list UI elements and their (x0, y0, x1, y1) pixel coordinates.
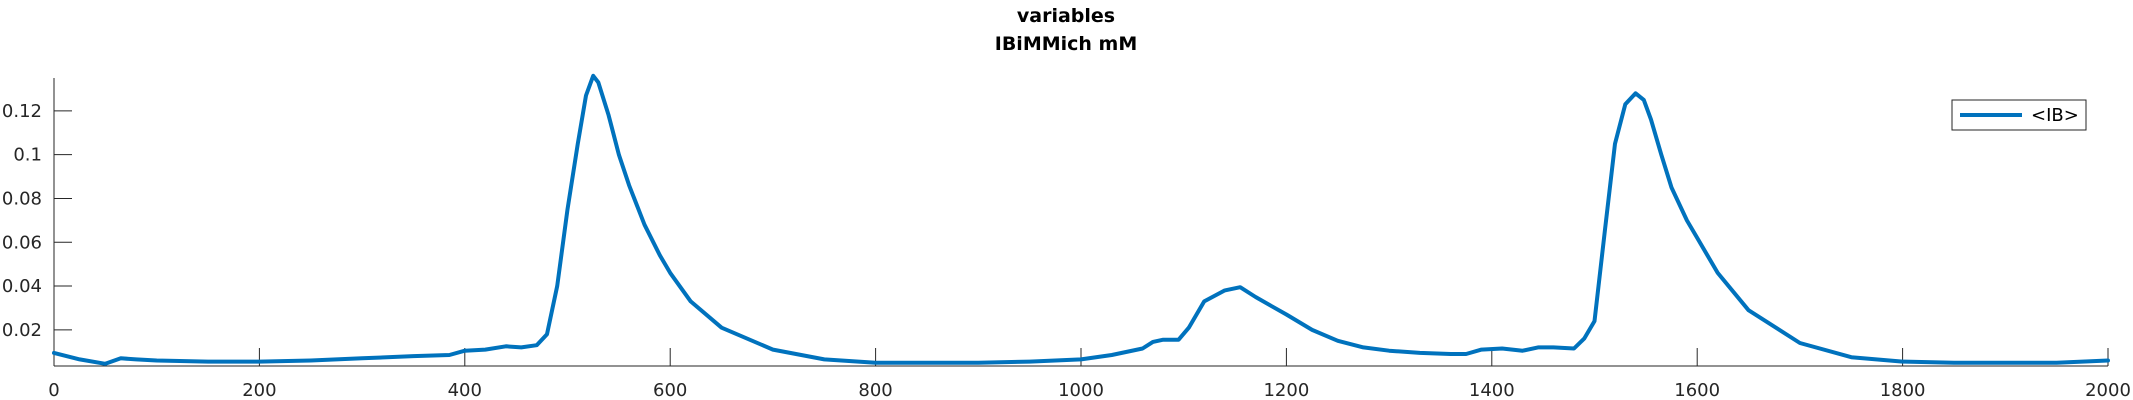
x-axis-ticks: 0 200 400 600 800 1000 1200 1400 1600 1800 2000 (48, 348, 2131, 400)
series-line (52, 73, 2110, 366)
y-tick-label: 0.1 (13, 145, 42, 166)
y-axis-ticks: 0.02 0.04 0.06 0.08 0.1 0.12 (2, 101, 72, 341)
x-tick-label: 1400 (1469, 380, 1515, 400)
legend-entry-label: <IB> (2031, 105, 2079, 126)
y-tick-label: 0.04 (2, 276, 42, 297)
legend: <IB> (1951, 99, 2087, 131)
chart-title: variables (1017, 5, 1115, 27)
y-tick-label: 0.02 (2, 320, 42, 341)
x-tick-label: 1800 (1880, 380, 1926, 400)
x-tick-label: 1200 (1263, 380, 1309, 400)
plot-axes (53, 78, 2108, 367)
x-tick-label: 400 (448, 380, 482, 400)
y-tick-label: 0.12 (2, 101, 42, 122)
y-tick-label: 0.06 (2, 232, 42, 253)
y-tick-label: 0.08 (2, 188, 42, 209)
x-tick-label: 1000 (1058, 380, 1104, 400)
x-tick-label: 0 (48, 380, 59, 400)
x-tick-label: 600 (653, 380, 687, 400)
chart-subtitle: IBiMMich mM (995, 33, 1138, 55)
x-tick-label: 200 (242, 380, 276, 400)
x-tick-label: 2000 (2085, 380, 2131, 400)
chart-title-group: variables IBiMMich mM (995, 5, 1138, 55)
x-tick-label: 1600 (1674, 380, 1720, 400)
series-layer (52, 73, 2110, 366)
x-tick-label: 800 (858, 380, 892, 400)
